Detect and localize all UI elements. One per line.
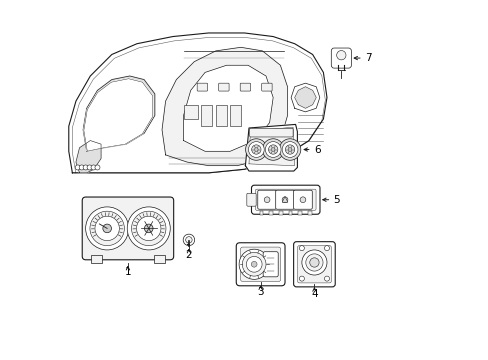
Circle shape [102, 224, 111, 233]
Text: 3: 3 [257, 287, 264, 297]
Bar [259, 211, 263, 215]
Bar [298, 211, 302, 215]
Circle shape [299, 276, 304, 281]
FancyBboxPatch shape [330, 48, 351, 68]
Circle shape [127, 207, 170, 250]
Circle shape [185, 237, 192, 243]
Circle shape [183, 234, 194, 246]
Circle shape [287, 148, 291, 151]
FancyBboxPatch shape [82, 197, 173, 260]
Circle shape [90, 211, 124, 246]
FancyBboxPatch shape [297, 246, 330, 283]
FancyBboxPatch shape [293, 190, 312, 209]
Circle shape [300, 197, 305, 203]
Text: 4: 4 [310, 289, 317, 299]
Circle shape [91, 165, 96, 170]
FancyBboxPatch shape [218, 83, 228, 91]
FancyBboxPatch shape [251, 185, 319, 214]
Polygon shape [69, 33, 326, 173]
FancyBboxPatch shape [236, 243, 285, 286]
Polygon shape [183, 65, 273, 151]
Circle shape [324, 276, 329, 281]
FancyBboxPatch shape [249, 129, 292, 137]
Bar [91, 256, 102, 263]
Circle shape [251, 261, 257, 267]
Circle shape [131, 211, 165, 246]
Circle shape [254, 148, 258, 151]
FancyBboxPatch shape [240, 247, 280, 282]
Circle shape [136, 216, 161, 240]
Circle shape [301, 250, 326, 275]
Circle shape [299, 246, 304, 251]
Bar [154, 256, 164, 263]
Circle shape [262, 139, 284, 160]
Circle shape [245, 139, 266, 160]
Bar [279, 211, 282, 215]
FancyBboxPatch shape [263, 252, 278, 277]
Polygon shape [162, 47, 287, 166]
Text: 6: 6 [313, 144, 320, 154]
Circle shape [285, 145, 294, 154]
Circle shape [95, 216, 119, 240]
FancyBboxPatch shape [255, 189, 315, 210]
FancyBboxPatch shape [257, 190, 276, 209]
Text: 2: 2 [185, 250, 192, 260]
Bar [307, 211, 311, 215]
Circle shape [242, 252, 265, 276]
Circle shape [282, 141, 297, 157]
Circle shape [85, 207, 128, 250]
Circle shape [248, 141, 264, 157]
Circle shape [265, 141, 281, 157]
FancyBboxPatch shape [293, 242, 335, 287]
FancyBboxPatch shape [246, 193, 256, 206]
FancyBboxPatch shape [275, 190, 294, 209]
Circle shape [144, 224, 153, 233]
Circle shape [309, 258, 319, 267]
Bar [183, 105, 198, 119]
Circle shape [239, 249, 269, 279]
Polygon shape [294, 87, 316, 108]
Circle shape [282, 197, 287, 203]
Circle shape [305, 254, 323, 271]
Circle shape [95, 165, 100, 170]
Circle shape [87, 165, 92, 170]
Bar [201, 105, 212, 126]
Circle shape [271, 148, 274, 151]
Circle shape [264, 197, 269, 203]
Text: 5: 5 [333, 195, 340, 205]
Bar [230, 105, 241, 126]
Circle shape [246, 256, 262, 272]
Polygon shape [83, 79, 152, 151]
Circle shape [336, 50, 346, 60]
Text: 7: 7 [364, 53, 371, 63]
Circle shape [279, 139, 300, 160]
Polygon shape [248, 127, 294, 166]
FancyBboxPatch shape [197, 83, 207, 91]
Circle shape [75, 165, 80, 170]
FancyBboxPatch shape [240, 83, 250, 91]
Polygon shape [245, 125, 297, 171]
Polygon shape [76, 140, 101, 173]
Circle shape [251, 145, 261, 154]
Bar [288, 211, 292, 215]
Bar [215, 105, 226, 126]
Bar [269, 211, 272, 215]
Circle shape [79, 165, 84, 170]
Circle shape [324, 246, 329, 251]
Circle shape [268, 145, 277, 154]
Polygon shape [282, 197, 287, 202]
Polygon shape [290, 83, 319, 112]
Circle shape [83, 165, 88, 170]
Text: 1: 1 [124, 267, 131, 277]
Polygon shape [83, 76, 155, 151]
FancyBboxPatch shape [261, 83, 271, 91]
